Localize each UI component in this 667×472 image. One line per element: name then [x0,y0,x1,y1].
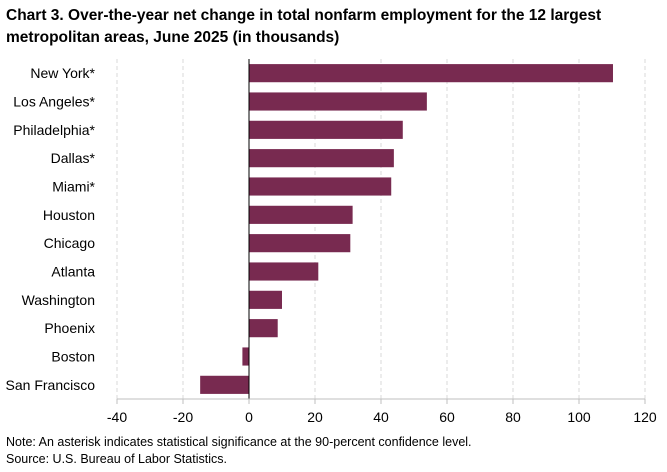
x-tick-label: 0 [245,409,253,425]
footnote: Note: An asterisk indicates statistical … [6,435,472,449]
x-tick-label: 60 [439,409,455,425]
bar [249,177,392,196]
category-label: Chicago [44,235,96,251]
chart-title: Chart 3. Over-the-year net change in tot… [6,7,602,46]
category-label: New York* [30,65,95,81]
tick-labels: -40 -20 0 20 40 60 80 100 120 [107,409,657,425]
category-label: Philadelphia* [13,122,95,138]
bar [200,375,249,394]
x-tick-label: 120 [633,409,657,425]
category-label: Los Angeles* [13,94,95,110]
bar [249,149,394,168]
category-label: Houston [43,207,95,223]
x-tick-label: 80 [505,409,521,425]
x-tick-label: 40 [373,409,389,425]
bar [249,290,282,309]
category-label: San Francisco [6,377,96,393]
x-tick-label: 20 [307,409,323,425]
category-label: Miami* [52,179,95,195]
bar [249,92,427,111]
category-label: Washington [22,292,95,308]
bar [249,234,351,253]
bar [249,262,319,281]
category-label: Phoenix [44,320,95,336]
bar [249,120,403,139]
bar [249,319,278,338]
source-line: Source: U.S. Bureau of Labor Statistics. [6,452,227,466]
bar [242,347,249,366]
x-tick-label: -20 [173,409,193,425]
x-tick-label: -40 [107,409,127,425]
category-label: Atlanta [51,264,95,280]
bar [249,64,613,83]
x-tick-label: 100 [567,409,591,425]
category-labels: New York* Los Angeles* Philadelphia* Dallas… [6,65,96,393]
gridlines [116,59,646,399]
bars [200,64,613,394]
axes [116,59,646,404]
category-label: Dallas* [51,150,96,166]
category-label: Boston [51,349,95,365]
bar [249,205,353,224]
